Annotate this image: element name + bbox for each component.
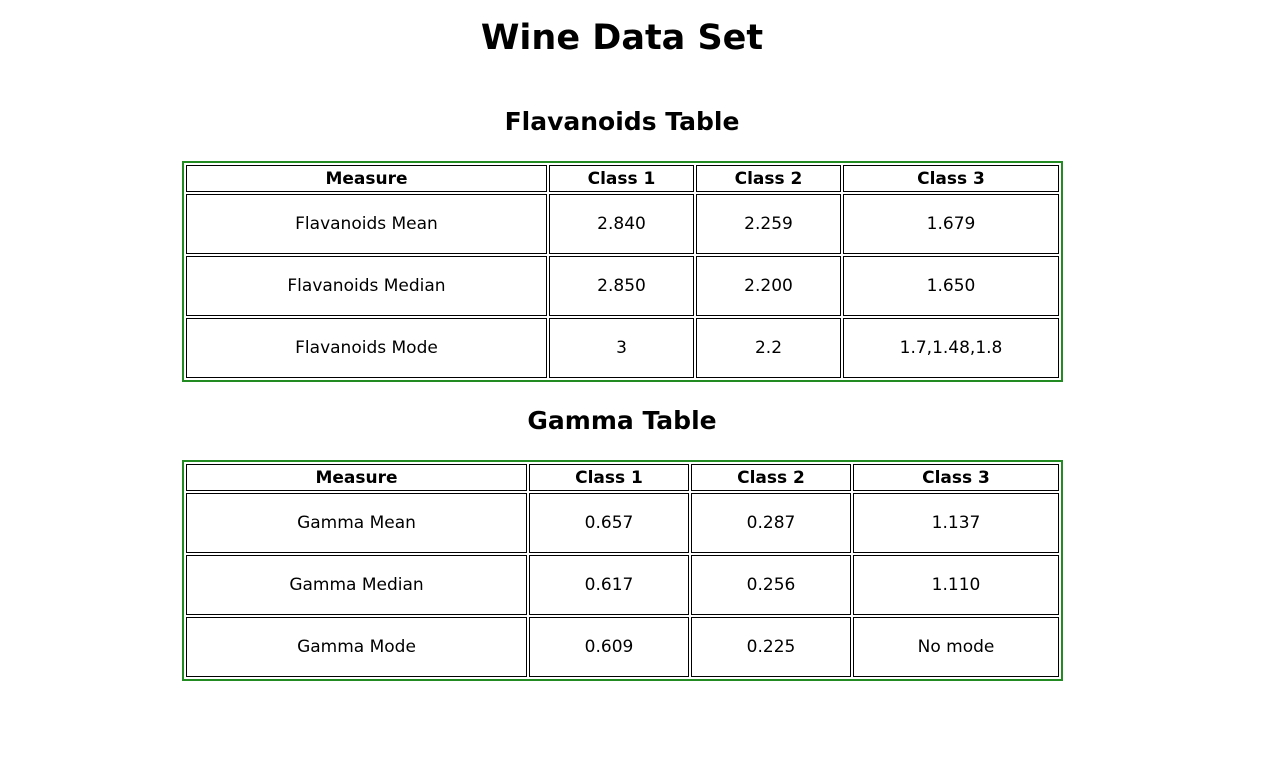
column-header-class-1: Class 1 [549,165,694,192]
table-header-row: Measure Class 1 Class 2 Class 3 [186,464,1059,491]
table-cell-class-3: 1.7,1.48,1.8 [843,318,1059,378]
table-row: Gamma Mean 0.657 0.287 1.137 [186,493,1059,553]
column-header-measure: Measure [186,464,527,491]
table-cell-class-3: 1.650 [843,256,1059,316]
table-cell-class-2: 0.225 [691,617,851,677]
table-cell-measure: Flavanoids Mode [186,318,547,378]
column-header-measure: Measure [186,165,547,192]
table-cell-measure: Gamma Mode [186,617,527,677]
column-header-class-3: Class 3 [853,464,1059,491]
flavanoids-table-heading: Flavanoids Table [504,107,740,136]
table-cell-class-1: 0.617 [529,555,689,615]
table-row: Flavanoids Median 2.850 2.200 1.650 [186,256,1059,316]
flavanoids-table: Measure Class 1 Class 2 Class 3 Flavanoi… [182,161,1063,382]
table-cell-class-3: 1.679 [843,194,1059,254]
table-cell-class-2: 2.2 [696,318,841,378]
table-cell-measure: Gamma Median [186,555,527,615]
table-cell-class-2: 2.259 [696,194,841,254]
table-cell-class-1: 0.657 [529,493,689,553]
table-cell-measure: Gamma Mean [186,493,527,553]
column-header-class-2: Class 2 [691,464,851,491]
table-cell-class-2: 0.256 [691,555,851,615]
table-cell-class-2: 2.200 [696,256,841,316]
table-cell-class-1: 3 [549,318,694,378]
gamma-table-heading: Gamma Table [527,406,717,435]
table-cell-measure: Flavanoids Mean [186,194,547,254]
table-cell-class-1: 2.840 [549,194,694,254]
gamma-table: Measure Class 1 Class 2 Class 3 Gamma Me… [182,460,1063,681]
column-header-class-1: Class 1 [529,464,689,491]
table-cell-class-3: 1.110 [853,555,1059,615]
column-header-class-3: Class 3 [843,165,1059,192]
table-cell-class-1: 0.609 [529,617,689,677]
table-header-row: Measure Class 1 Class 2 Class 3 [186,165,1059,192]
page-title: Wine Data Set [480,18,764,58]
table-cell-class-1: 2.850 [549,256,694,316]
table-row: Flavanoids Mean 2.840 2.259 1.679 [186,194,1059,254]
table-row: Gamma Mode 0.609 0.225 No mode [186,617,1059,677]
table-row: Gamma Median 0.617 0.256 1.110 [186,555,1059,615]
table-cell-measure: Flavanoids Median [186,256,547,316]
column-header-class-2: Class 2 [696,165,841,192]
table-cell-class-2: 0.287 [691,493,851,553]
table-cell-class-3: No mode [853,617,1059,677]
table-row: Flavanoids Mode 3 2.2 1.7,1.48,1.8 [186,318,1059,378]
table-cell-class-3: 1.137 [853,493,1059,553]
